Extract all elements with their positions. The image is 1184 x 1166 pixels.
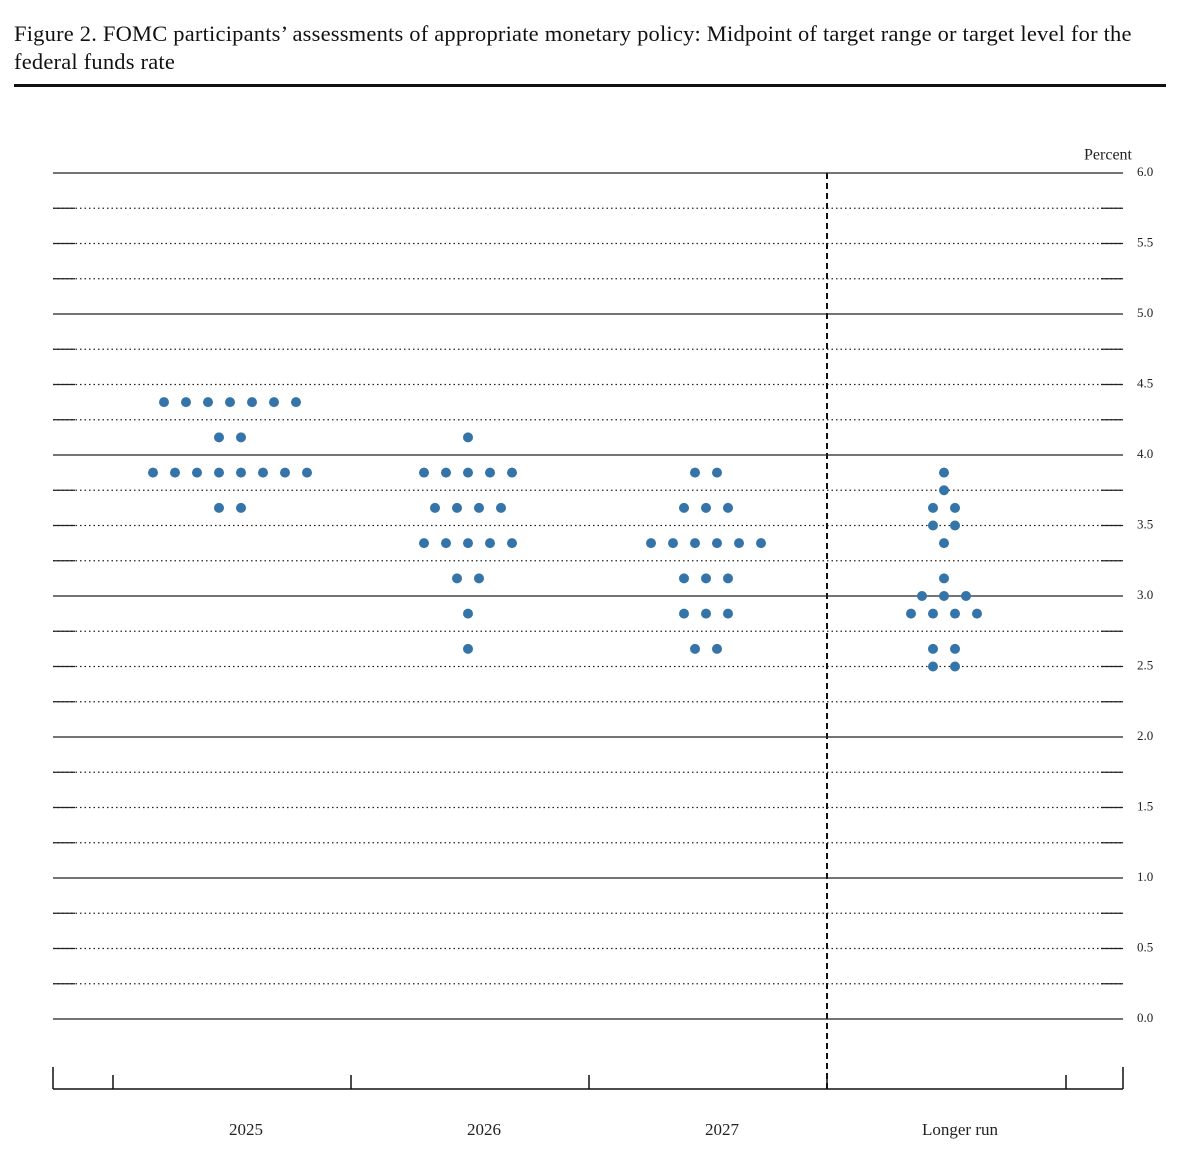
dot	[972, 608, 982, 619]
x-tick-label: Longer run	[922, 1120, 999, 1139]
dot	[950, 608, 960, 619]
dot	[441, 538, 451, 549]
dot	[192, 467, 202, 478]
dot	[214, 467, 224, 478]
dot	[928, 661, 938, 672]
dot	[452, 502, 462, 513]
dot	[203, 397, 213, 408]
y-tick-label: 4.0	[1137, 446, 1153, 461]
dot	[950, 661, 960, 672]
dot	[928, 643, 938, 654]
dot	[939, 591, 949, 601]
dot	[485, 538, 495, 549]
dot	[712, 467, 722, 478]
y-tick-label: 4.5	[1137, 375, 1153, 390]
y-tick-label: 0.5	[1137, 939, 1153, 954]
dot	[734, 538, 744, 549]
dot	[928, 520, 938, 531]
dot	[463, 608, 473, 619]
dot	[225, 397, 235, 408]
dot	[236, 432, 246, 443]
dot	[463, 467, 473, 478]
dot	[723, 573, 733, 584]
y-tick-label: 1.5	[1137, 798, 1153, 813]
dot	[928, 502, 938, 513]
y-axis-label: Percent	[1084, 147, 1133, 164]
dot	[463, 538, 473, 549]
dot	[291, 397, 301, 408]
dot	[474, 502, 484, 513]
dot	[247, 397, 257, 408]
dot	[258, 467, 268, 478]
dot	[668, 538, 678, 549]
dot	[690, 467, 700, 478]
y-tick-label: 0.0	[1137, 1010, 1153, 1025]
y-tick-label: 5.5	[1137, 234, 1153, 249]
dot	[712, 643, 722, 654]
dot	[939, 485, 949, 496]
dot	[928, 608, 938, 619]
dot	[701, 502, 711, 513]
y-tick-label: 2.5	[1137, 657, 1153, 672]
dot	[236, 502, 246, 513]
dot	[507, 467, 517, 478]
dot	[690, 538, 700, 549]
dot	[679, 608, 689, 619]
dot	[463, 432, 473, 443]
y-tick-label: 2.0	[1137, 728, 1153, 743]
dot	[214, 432, 224, 443]
y-tick-label: 1.0	[1137, 869, 1153, 884]
dot	[679, 502, 689, 513]
dot	[939, 538, 949, 549]
dot	[690, 643, 700, 654]
dot	[939, 573, 949, 584]
dot	[485, 467, 495, 478]
dot	[961, 591, 971, 601]
x-tick-label: 2027	[705, 1120, 740, 1139]
x-tick-label: 2026	[467, 1120, 501, 1139]
dot	[701, 573, 711, 584]
dot	[302, 467, 312, 478]
dot	[181, 397, 191, 408]
dot	[679, 573, 689, 584]
dot	[269, 397, 279, 408]
dot	[723, 608, 733, 619]
dot	[950, 643, 960, 654]
dot	[280, 467, 290, 478]
title-rule	[14, 84, 1166, 87]
dot	[430, 502, 440, 513]
dot	[236, 467, 246, 478]
dot	[950, 520, 960, 531]
dot	[496, 502, 506, 513]
y-tick-label: 6.0	[1137, 164, 1153, 179]
x-tick-label: 2025	[229, 1120, 263, 1139]
dot	[214, 502, 224, 513]
dot	[170, 467, 180, 478]
dot	[756, 538, 766, 549]
dot	[463, 643, 473, 654]
dot	[723, 502, 733, 513]
y-tick-label: 3.5	[1137, 516, 1153, 531]
dot	[917, 591, 927, 601]
y-tick-label: 5.0	[1137, 305, 1153, 320]
dot	[419, 467, 429, 478]
y-tick-label: 3.0	[1137, 587, 1153, 602]
dot	[906, 608, 916, 619]
dot	[507, 538, 517, 549]
dot	[159, 397, 169, 408]
chart-title: Figure 2. FOMC participants’ assessments…	[14, 21, 1132, 74]
dot	[441, 467, 451, 478]
dot	[712, 538, 722, 549]
dot	[148, 467, 158, 478]
dot	[452, 573, 462, 584]
dot	[939, 467, 949, 478]
dot	[950, 502, 960, 513]
dot	[646, 538, 656, 549]
dot	[701, 608, 711, 619]
dot	[474, 573, 484, 584]
dot	[419, 538, 429, 549]
